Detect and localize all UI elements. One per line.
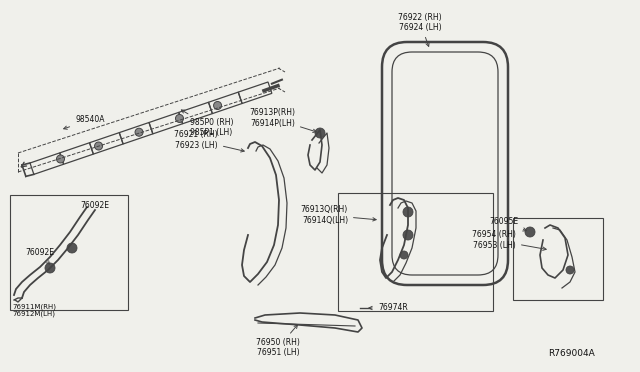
Circle shape (400, 251, 408, 259)
Text: R769004A: R769004A (548, 349, 595, 358)
Circle shape (67, 243, 77, 253)
Circle shape (214, 102, 221, 109)
Circle shape (95, 142, 102, 150)
Circle shape (135, 128, 143, 136)
Text: 76913Q(RH)
76914Q(LH): 76913Q(RH) 76914Q(LH) (301, 205, 376, 225)
Circle shape (403, 230, 413, 240)
Text: 76954 (RH)
76953 (LH): 76954 (RH) 76953 (LH) (472, 230, 546, 250)
Text: 985P0 (RH)
985P1 (LH): 985P0 (RH) 985P1 (LH) (181, 110, 234, 137)
Circle shape (315, 128, 325, 138)
Text: 76095E: 76095E (489, 218, 526, 231)
Bar (513, 218, 603, 300)
Text: 98540A: 98540A (63, 115, 104, 129)
Text: 76974R: 76974R (378, 304, 408, 312)
Bar (338, 193, 493, 311)
Circle shape (403, 207, 413, 217)
Circle shape (56, 155, 65, 163)
Bar (10, 195, 128, 310)
Text: 76911M(RH)
76912M(LH): 76911M(RH) 76912M(LH) (12, 303, 56, 317)
Text: 76092E: 76092E (80, 201, 109, 210)
Circle shape (45, 263, 55, 273)
Text: 76922 (RH)
76924 (LH): 76922 (RH) 76924 (LH) (398, 13, 442, 46)
Text: 76913P(RH)
76914P(LH): 76913P(RH) 76914P(LH) (249, 108, 316, 132)
Circle shape (175, 115, 184, 122)
Text: 76950 (RH)
76951 (LH): 76950 (RH) 76951 (LH) (256, 325, 300, 357)
Text: 76921 (RH)
76923 (LH): 76921 (RH) 76923 (LH) (174, 130, 244, 152)
Text: 76092E: 76092E (25, 248, 54, 264)
Circle shape (566, 266, 574, 274)
Circle shape (525, 227, 535, 237)
